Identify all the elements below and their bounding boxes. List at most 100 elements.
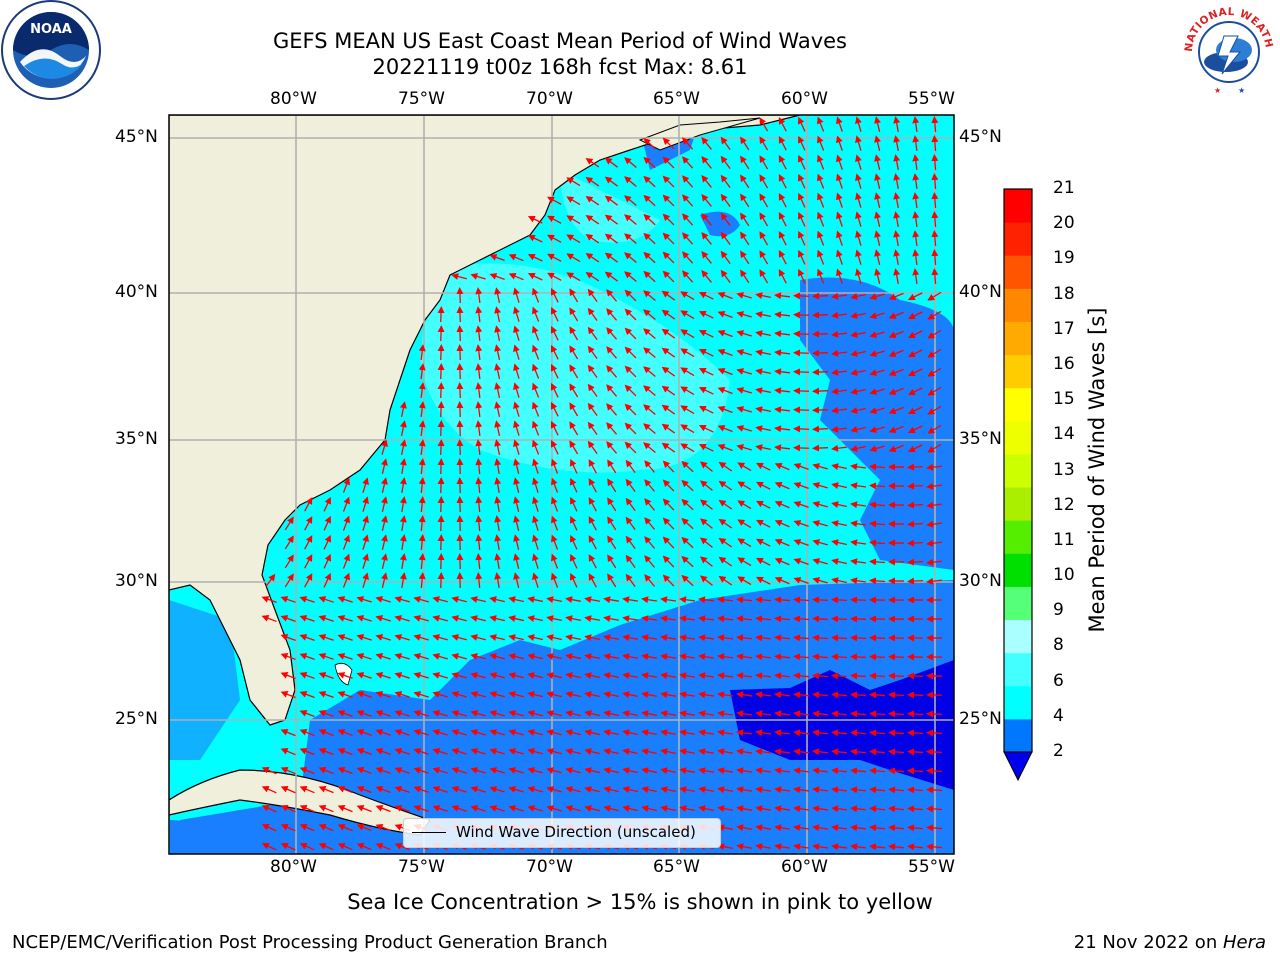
wave-direction-arrow (661, 442, 676, 453)
wave-direction-arrow (774, 786, 791, 794)
wave-direction-arrow (641, 805, 657, 812)
wave-direction-arrow (661, 328, 676, 339)
wave-direction-arrow (888, 672, 905, 680)
wave-direction-arrow (508, 786, 524, 793)
wave-direction-arrow (874, 116, 881, 132)
wave-direction-arrow (817, 268, 825, 284)
wave-direction-arrow (551, 553, 559, 569)
wave-direction-arrow (432, 767, 448, 774)
wave-direction-arrow (869, 843, 886, 851)
wave-direction-arrow (547, 215, 562, 224)
wave-direction-arrow (280, 672, 296, 680)
wave-direction-arrow (494, 458, 502, 475)
wave-direction-arrow (755, 425, 771, 433)
wave-direction-arrow (793, 672, 810, 680)
wave-direction-arrow (643, 442, 656, 453)
wave-direction-arrow (662, 270, 675, 283)
wave-direction-arrow (550, 382, 559, 398)
wave-direction-arrow (793, 634, 810, 642)
wave-direction-arrow (585, 176, 600, 187)
wave-direction-arrow (662, 175, 675, 188)
wave-direction-arrow (755, 406, 771, 414)
wave-direction-arrow (662, 574, 675, 587)
wave-direction-arrow (774, 767, 791, 775)
wave-direction-arrow (912, 268, 920, 285)
wave-direction-arrow (418, 382, 426, 399)
wave-direction-arrow (494, 439, 502, 455)
wave-direction-arrow (736, 425, 752, 432)
wave-direction-arrow (604, 195, 618, 206)
wave-direction-arrow (869, 634, 886, 642)
wave-direction-arrow (679, 596, 696, 604)
wave-direction-arrow (565, 653, 581, 661)
wave-direction-arrow (475, 515, 483, 532)
wave-direction-arrow (812, 710, 829, 718)
wave-direction-arrow (812, 463, 828, 470)
wave-direction-arrow (432, 710, 448, 717)
wave-direction-arrow (888, 710, 905, 718)
wave-direction-arrow (475, 477, 483, 494)
wave-direction-arrow (793, 539, 809, 546)
wave-direction-arrow (720, 174, 731, 189)
wave-direction-arrow (888, 824, 905, 832)
wave-direction-arrow (755, 557, 771, 566)
wave-direction-arrow (660, 634, 677, 642)
wave-direction-arrow (641, 653, 658, 661)
wave-direction-arrow (850, 463, 867, 471)
wave-direction-arrow (812, 368, 829, 376)
wave-direction-arrow (698, 291, 714, 300)
wave-direction-arrow (299, 634, 315, 641)
wave-direction-arrow (569, 345, 579, 360)
wave-direction-arrow (280, 653, 296, 661)
wave-direction-arrow (394, 710, 410, 717)
wave-direction-arrow (682, 194, 694, 207)
colorbar-tick-label: 14 (1053, 424, 1075, 445)
wave-direction-arrow (681, 517, 694, 530)
wave-direction-arrow (470, 634, 486, 641)
wave-direction-arrow (736, 596, 753, 604)
colorbar-tick-label: 9 (1053, 600, 1064, 621)
wave-direction-arrow (508, 767, 524, 774)
wave-direction-arrow (532, 344, 540, 360)
wave-direction-arrow (926, 539, 943, 547)
wave-direction-arrow (855, 135, 862, 151)
svg-text:★: ★ (1238, 86, 1245, 95)
wave-direction-arrow (624, 195, 637, 206)
wave-direction-arrow (812, 729, 829, 737)
wave-direction-arrow (774, 824, 791, 832)
wave-direction-arrow (641, 615, 658, 623)
wave-direction-arrow (475, 439, 483, 456)
wave-direction-arrow (566, 234, 581, 244)
wave-direction-arrow (931, 116, 939, 133)
wave-direction-arrow (869, 577, 886, 585)
wave-direction-arrow (662, 479, 675, 492)
period-2-4-east (800, 277, 954, 570)
wave-direction-arrow (470, 786, 486, 793)
colorbar-tick-label: 6 (1053, 670, 1064, 691)
wave-direction-arrow (755, 387, 771, 395)
wave-direction-arrow (432, 729, 448, 736)
wave-direction-arrow (456, 287, 464, 304)
wave-direction-arrow (759, 250, 769, 265)
wave-direction-arrow (451, 786, 467, 793)
wave-direction-arrow (399, 477, 407, 494)
wave-direction-arrow (817, 135, 825, 151)
wave-direction-arrow (624, 289, 637, 302)
wave-direction-arrow (850, 558, 867, 566)
wave-direction-arrow (812, 596, 829, 604)
wave-direction-arrow (644, 460, 655, 473)
wave-direction-arrow (624, 384, 637, 397)
wave-direction-arrow (718, 556, 733, 567)
wave-direction-arrow (661, 385, 676, 396)
colorbar-band (1004, 586, 1032, 621)
wave-direction-arrow (737, 538, 752, 548)
wave-direction-arrow (508, 729, 524, 736)
wave-direction-arrow (494, 306, 502, 322)
wave-direction-arrow (565, 786, 581, 793)
wave-direction-arrow (475, 420, 483, 437)
wave-direction-arrow (304, 497, 313, 512)
wave-direction-arrow (759, 193, 769, 208)
wave-direction-arrow (755, 576, 771, 585)
colorbar-tick-label: 11 (1053, 529, 1075, 550)
wave-direction-arrow (475, 382, 483, 399)
